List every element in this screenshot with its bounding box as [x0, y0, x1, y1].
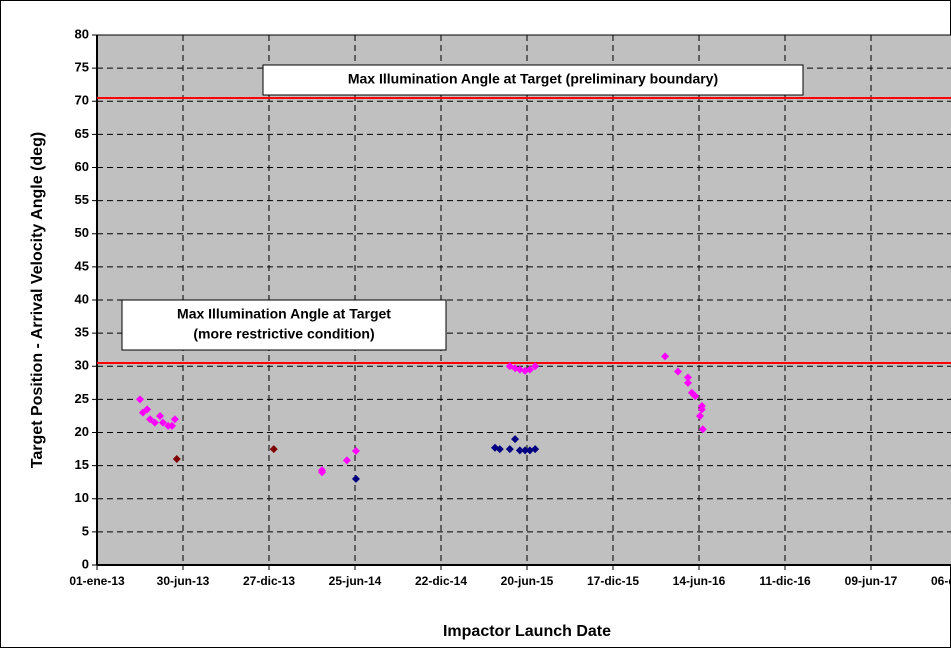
point [168, 421, 177, 430]
point [515, 446, 524, 455]
x-tick-label: 01-ene-13 [69, 574, 125, 588]
y-tick-label: 25 [75, 391, 89, 406]
point [661, 352, 670, 361]
y-tick-label: 30 [75, 358, 89, 373]
annotation-text: Max Illumination Angle at Target [177, 306, 391, 322]
y-tick-label: 60 [75, 159, 89, 174]
point [172, 455, 181, 463]
point [269, 445, 278, 454]
y-tick-label: 45 [75, 258, 89, 273]
x-tick-label: 20-jun-15 [501, 574, 554, 588]
point [691, 392, 700, 401]
y-tick-label: 80 [75, 26, 89, 41]
point [698, 425, 707, 434]
point [351, 447, 360, 456]
annotation-text: (more restrictive condition) [193, 326, 374, 342]
point [351, 474, 360, 483]
annotation-box [262, 64, 804, 96]
point [318, 466, 327, 475]
y-tick-label: 55 [75, 192, 89, 207]
y-tick-label: 10 [75, 490, 89, 505]
x-tick-label: 09-jun-17 [845, 574, 898, 588]
point [156, 411, 165, 420]
point [170, 415, 179, 424]
y-tick-label: 5 [82, 523, 89, 538]
point [342, 456, 351, 465]
x-tick-label: 25-jun-14 [329, 574, 382, 588]
y-tick-label: 15 [75, 457, 89, 472]
y-tick-label: 50 [75, 225, 89, 240]
point [146, 415, 155, 424]
point [511, 435, 520, 444]
point [695, 411, 704, 420]
point [158, 418, 167, 427]
y-tick-label: 40 [75, 291, 89, 306]
annotation-box [121, 299, 447, 351]
x-tick-label: 22-dic-14 [415, 574, 467, 588]
point [531, 445, 540, 454]
point [684, 373, 693, 382]
point [136, 395, 144, 404]
point [525, 365, 534, 374]
y-tick-label: 75 [75, 60, 89, 75]
point [495, 445, 504, 454]
y-tick-label: 20 [75, 424, 89, 439]
point [150, 418, 159, 427]
x-axis-label: Impactor Launch Date [443, 623, 611, 640]
x-tick-label: 06-dic-17 [931, 574, 951, 588]
y-tick-label: 70 [75, 93, 89, 108]
point [697, 405, 706, 414]
point [521, 446, 530, 455]
annotation-text: Max Illumination Angle at Target (prelim… [348, 71, 718, 87]
x-tick-label: 27-dic-13 [243, 574, 295, 588]
point [505, 445, 514, 454]
point [143, 405, 152, 414]
y-tick-label: 35 [75, 325, 89, 340]
x-tick-label: 14-jun-16 [673, 574, 726, 588]
y-tick-label: 65 [75, 126, 89, 141]
point [684, 378, 693, 387]
y-tick-label: 0 [82, 556, 89, 571]
point [673, 367, 682, 376]
x-tick-label: 11-dic-16 [759, 574, 811, 588]
point [531, 362, 540, 371]
x-tick-label: 17-dic-15 [587, 574, 639, 588]
y-axis-label: Target Position - Arrival Velocity Angle… [29, 132, 46, 468]
x-tick-label: 30-jun-13 [157, 574, 210, 588]
